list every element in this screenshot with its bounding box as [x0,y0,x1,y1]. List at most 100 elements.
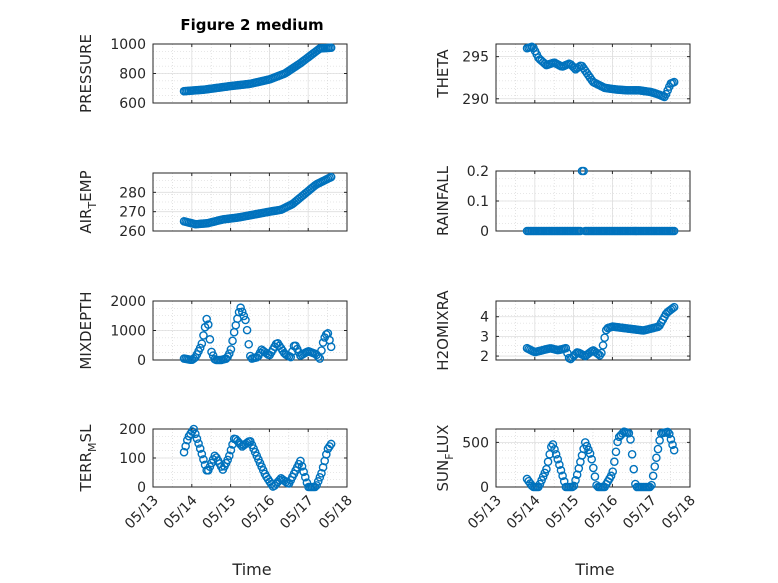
data-point [595,351,605,360]
x-axis-label-left: Time [231,560,271,579]
data-point [626,435,635,444]
subplot-5: 0 1000 2000 MIXDEPTH [77,291,348,370]
data-point [195,444,205,453]
data-point [668,304,677,313]
data-point [558,471,567,481]
x-tick-label: 05/17 [277,493,317,533]
data-point [228,336,237,346]
y-tick-label: 2 [480,349,489,365]
data-point [555,460,564,469]
data-point [199,331,208,340]
data-point [653,444,663,454]
data-point [189,424,199,434]
y-tick-label: 270 [119,205,146,221]
y-axis-label-subscript: M [86,442,99,452]
data-point [590,472,600,481]
data-point [326,43,336,53]
x-tick-label: 05/13 [122,493,162,533]
data-point [313,477,323,486]
data-point [668,440,677,450]
data-series [179,424,336,492]
data-point [229,327,239,337]
y-axis-label-main: MIXDEPTH [77,291,95,369]
data-series [179,303,336,365]
data-point [317,346,326,355]
axes-box [495,43,691,104]
data-point [297,462,307,471]
y-tick-label: 200 [119,422,146,438]
data-point [191,429,200,439]
y-tick-label: 0 [480,480,489,496]
y-tick-label: 800 [119,67,146,83]
data-point [199,455,208,464]
y-axis-label-rest: EMP [77,170,95,201]
data-point [650,462,660,471]
data-series [522,42,679,102]
data-point [312,481,321,490]
x-tick-label: 05/14 [161,492,201,532]
data-point [597,348,606,358]
data-point [568,482,577,492]
y-tick-label: 4 [480,310,489,326]
data-point [629,464,639,474]
data-point [226,445,236,455]
y-axis-label-main: H2OMIXRA [434,290,452,371]
data-series [522,302,679,364]
figure-title: Figure 2 medium [180,16,323,34]
y-axis-label: AIRTEMP [77,170,99,233]
y-axis-label: MIXDEPTH [77,291,95,369]
data-point [600,333,609,343]
subplot-1: 600 800 1000 PRESSURE [77,34,348,113]
data-point [669,226,679,236]
x-tick-label: 05/16 [238,492,278,532]
y-axis-label: H2OMIXRA [434,290,452,371]
data-point [236,303,245,313]
data-point [315,473,325,482]
data-point [181,441,190,451]
y-axis-label: PRESSURE [77,34,95,113]
data-point [665,429,674,439]
data-point [203,320,213,329]
data-point [197,339,207,348]
data-point [202,314,211,324]
x-tick-label: 05/14 [504,492,544,532]
data-point [548,440,558,449]
data-point [299,467,308,477]
data-point [556,465,566,475]
data-point [589,463,598,473]
y-axis-label: RAINFALL [434,165,452,236]
subplot-4: 0 0.1 0.2 RAINFALL [434,164,691,240]
data-point [652,453,661,463]
x-tick-label: 05/16 [581,492,621,532]
data-point [326,439,336,449]
y-tick-label: 290 [462,92,489,108]
data-point [655,436,664,445]
y-axis-label: TERRMSL [77,424,99,493]
x-tick-label: 05/18 [316,493,356,533]
y-axis-label-rest: LUX [434,425,452,454]
data-point [239,311,249,321]
axes-box [152,172,348,232]
y-axis-label-main: PRESSURE [77,34,95,113]
subplot-2: 290 295 THETA [434,42,691,108]
data-point [296,456,305,466]
data-point [326,172,336,182]
data-point [194,439,203,448]
data-point [326,342,336,352]
data-series [179,43,336,96]
y-tick-label: 0.2 [467,164,489,180]
data-point [195,343,205,353]
x-tick-label: 05/15 [200,493,240,533]
data-point [192,434,202,443]
data-point [197,449,207,459]
y-tick-label: 1000 [110,37,146,53]
data-point [569,481,579,491]
data-point [242,325,252,335]
data-point [315,354,325,363]
data-point [669,77,679,87]
data-point [244,339,254,349]
y-tick-label: 0 [137,480,146,496]
y-axis-label: SUNFLUX [434,425,456,492]
